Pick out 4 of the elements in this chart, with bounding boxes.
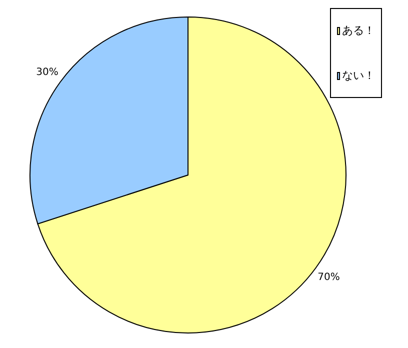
- data-label: 70%: [318, 272, 340, 283]
- legend-label: ない！: [342, 68, 375, 83]
- legend-label: ある！: [342, 23, 375, 38]
- data-label: 30%: [36, 67, 58, 78]
